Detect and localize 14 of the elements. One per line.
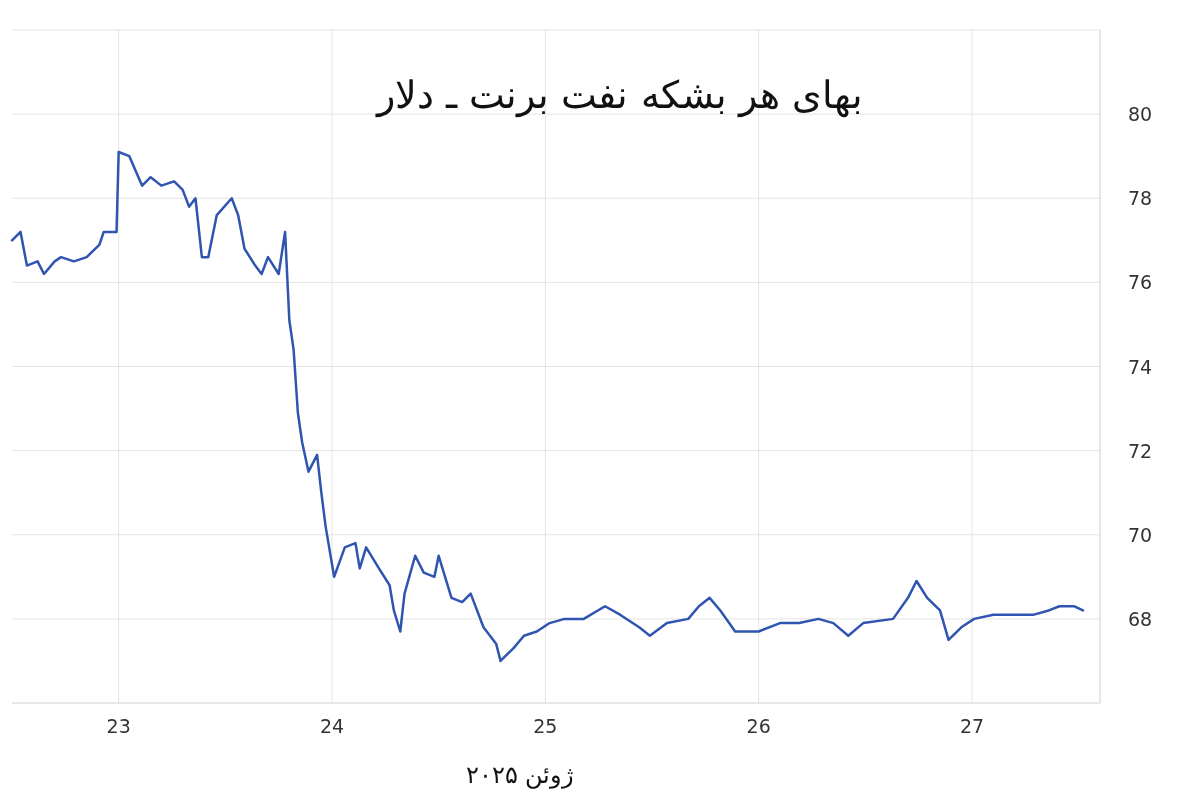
y-tick-label: 76 [1127, 271, 1153, 294]
y-tick-label: 78 [1127, 187, 1153, 210]
y-tick-label: 68 [1127, 607, 1153, 630]
x-axis-title: ژوئن ۲۰۲۵ [465, 761, 575, 789]
y-tick-label: 72 [1127, 439, 1153, 462]
x-tick-label: 27 [959, 715, 985, 737]
x-tick-label: 23 [106, 715, 131, 737]
y-tick-label: 70 [1127, 523, 1153, 546]
y-tick-label: 74 [1127, 355, 1153, 378]
x-tick-label: 24 [319, 715, 345, 737]
y-tick-label: 80 [1127, 103, 1153, 126]
text: بهای هر بشکه نفت برنت ـ دلار [375, 73, 863, 118]
x-tick-label: 26 [746, 715, 771, 737]
x-tick-label: 25 [533, 715, 558, 737]
